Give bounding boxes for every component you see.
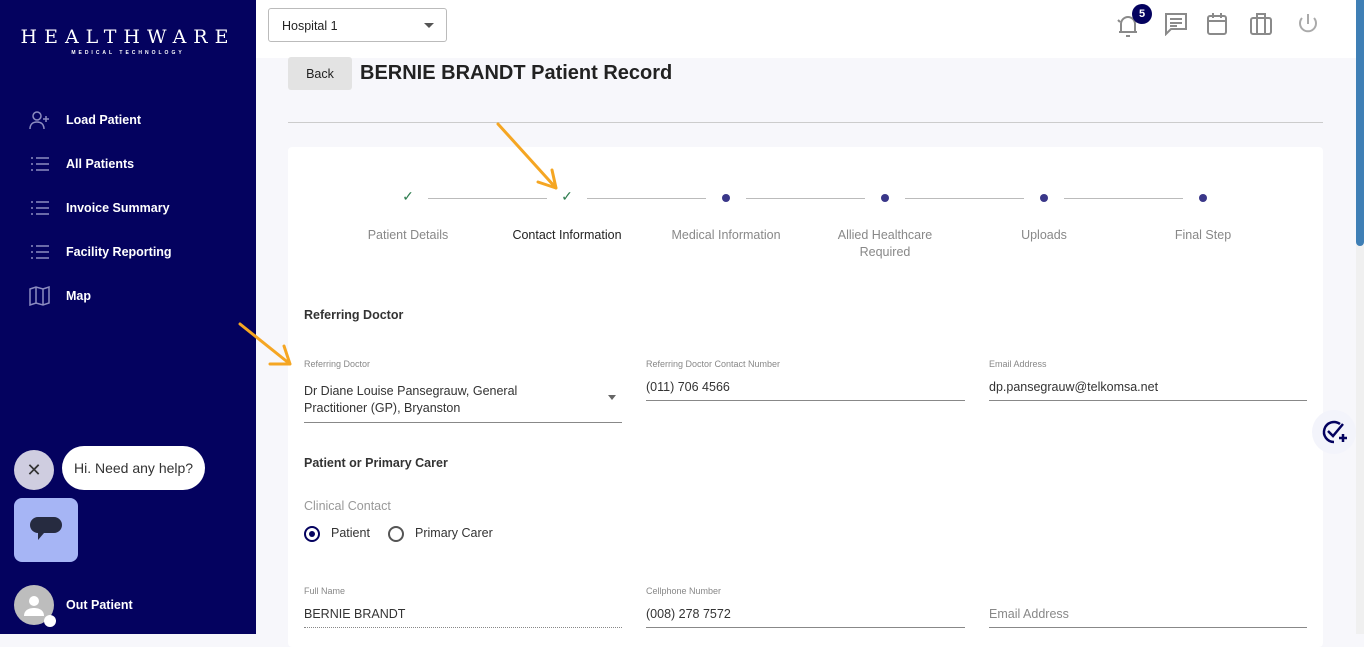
power-icon[interactable] (1297, 12, 1319, 36)
caret-down-icon (608, 395, 616, 404)
radio-primary-carer[interactable] (388, 526, 404, 542)
check-icon: ✓ (402, 188, 414, 204)
calendar-icon[interactable] (1206, 12, 1228, 36)
hospital-select[interactable]: Hospital 1 (268, 8, 447, 42)
divider (288, 122, 1323, 123)
step-connector (746, 198, 865, 199)
step-medical-information[interactable]: Medical Information (671, 228, 781, 242)
page-title: BERNIE BRANDT Patient Record (360, 62, 673, 84)
chat-icon (30, 517, 62, 540)
back-button[interactable]: Back (288, 57, 352, 90)
sidebar-item-label: Load Patient (66, 113, 142, 127)
sidebar-item-label: Invoice Summary (66, 201, 170, 215)
step-connector (587, 198, 706, 199)
full-name-input[interactable]: BERNIE BRANDT (304, 607, 406, 621)
add-task-button[interactable] (1312, 410, 1356, 454)
step-uploads[interactable]: Uploads (1021, 228, 1067, 242)
radio-patient[interactable] (304, 526, 320, 542)
field-underline (989, 400, 1307, 401)
sidebar-item-invoice-summary[interactable]: Invoice Summary (28, 196, 170, 220)
referring-email-input[interactable]: dp.pansegrauw@telkomsa.net (989, 380, 1159, 394)
top-bar: Hospital 1 (256, 0, 1356, 58)
referring-contact-input[interactable]: (011) 706 4566 (646, 380, 730, 394)
step-final[interactable]: Final Step (1174, 228, 1232, 242)
annotation-arrow (238, 322, 292, 366)
sidebar-item-map[interactable]: Map (28, 284, 91, 308)
annotation-arrow (496, 122, 558, 190)
field-label: Cellphone Number (646, 586, 722, 596)
logo-subtitle: MEDICAL TECHNOLOGY (71, 50, 185, 56)
step-connector (428, 198, 547, 199)
sidebar-item-all-patients[interactable]: All Patients (28, 152, 134, 176)
section-title: Referring Doctor (304, 308, 404, 322)
map-icon (28, 286, 52, 306)
field-underline (304, 627, 622, 628)
help-bubble[interactable]: Hi. Need any help? (62, 446, 206, 490)
check-plus-icon (1322, 420, 1347, 444)
cellphone-input[interactable]: (008) 278 7572 (646, 607, 731, 621)
user-icon (24, 596, 44, 616)
close-help-button[interactable]: ✕ (14, 450, 54, 490)
carer-email-input[interactable]: Email Address (989, 607, 1069, 621)
scrollbar-thumb[interactable] (1356, 0, 1364, 246)
step-connector (905, 198, 1024, 199)
radio-label[interactable]: Primary Carer (415, 526, 493, 540)
list-icon (28, 201, 52, 215)
step-dot (1199, 194, 1207, 202)
step-dot (722, 194, 730, 202)
field-underline (989, 627, 1307, 628)
hospital-select-value: Hospital 1 (282, 19, 338, 33)
logo: HEALTHWARE MEDICAL TECHNOLOGY (0, 26, 256, 56)
field-underline (646, 627, 965, 628)
radio-label[interactable]: Patient (331, 526, 370, 540)
sidebar-item-facility-reporting[interactable]: Facility Reporting (28, 240, 172, 264)
form-card (288, 147, 1323, 647)
briefcase-icon[interactable] (1249, 12, 1273, 36)
scrollbar[interactable] (1356, 0, 1364, 634)
field-underline (646, 400, 965, 401)
notification-badge: 5 (1132, 4, 1152, 24)
list-icon (28, 157, 52, 171)
referring-doctor-select[interactable]: Dr Diane Louise Pansegrauw, General Prac… (304, 384, 518, 415)
chat-button[interactable] (14, 498, 78, 562)
step-patient-details[interactable]: Patient Details (367, 228, 449, 242)
chat-icon[interactable] (1164, 12, 1188, 36)
bell-icon[interactable] (1116, 12, 1140, 38)
field-label: Email Address (989, 359, 1047, 369)
logo-title: HEALTHWARE (20, 26, 236, 48)
sidebar-item-load-patient[interactable]: Load Patient (28, 108, 141, 132)
sidebar-item-label: All Patients (66, 157, 135, 171)
field-label: Referring Doctor Contact Number (646, 359, 781, 369)
section-title: Patient or Primary Carer (304, 456, 448, 470)
close-icon: ✕ (26, 459, 42, 480)
step-dot (881, 194, 889, 202)
check-icon: ✓ (561, 188, 573, 204)
list-icon (28, 245, 52, 259)
caret-down-icon (424, 23, 434, 33)
field-underline (304, 422, 622, 423)
user-name: Out Patient (66, 598, 133, 612)
clinical-contact-label: Clinical Contact (304, 499, 391, 513)
sidebar-item-label: Facility Reporting (66, 245, 172, 259)
step-connector (1064, 198, 1183, 199)
avatar (14, 585, 56, 627)
sidebar-item-label: Map (66, 289, 91, 303)
step-dot (1040, 194, 1048, 202)
status-dot (44, 615, 56, 627)
field-label: Full Name (304, 586, 346, 596)
sidebar: HEALTHWARE MEDICAL TECHNOLOGY Load Patie… (0, 0, 256, 634)
step-allied-healthcare[interactable]: Allied Healthcare Required (837, 228, 933, 259)
field-label: Referring Doctor (304, 359, 371, 369)
user-plus-icon (28, 110, 52, 130)
step-contact-information[interactable]: Contact Information (512, 228, 622, 242)
user-profile[interactable]: Out Patient (14, 585, 133, 627)
